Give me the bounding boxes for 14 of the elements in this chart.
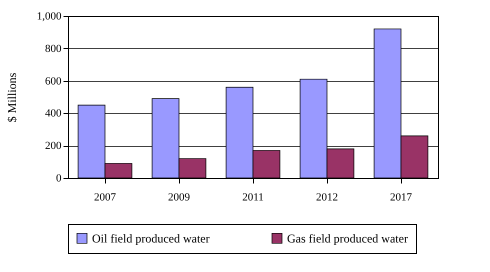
y-tick-label: 200 xyxy=(45,140,62,152)
x-tick-label: 2012 xyxy=(316,192,338,204)
y-tick-label: 0 xyxy=(56,172,62,184)
y-axis-title: $ Millions xyxy=(4,72,19,122)
legend-label: Oil field produced water xyxy=(92,231,210,246)
y-tick-label: 400 xyxy=(45,108,62,120)
x-tick-label: 2011 xyxy=(242,192,264,204)
legend-label: Gas field produced water xyxy=(287,231,408,246)
y-tick-label: 1,000 xyxy=(36,10,62,22)
x-tick-label: 2007 xyxy=(94,192,116,204)
y-tick-label: 600 xyxy=(45,75,62,88)
x-tick-label: 2017 xyxy=(390,192,412,204)
x-tick-label: 2009 xyxy=(168,192,190,204)
y-tick-label: 800 xyxy=(45,42,62,55)
